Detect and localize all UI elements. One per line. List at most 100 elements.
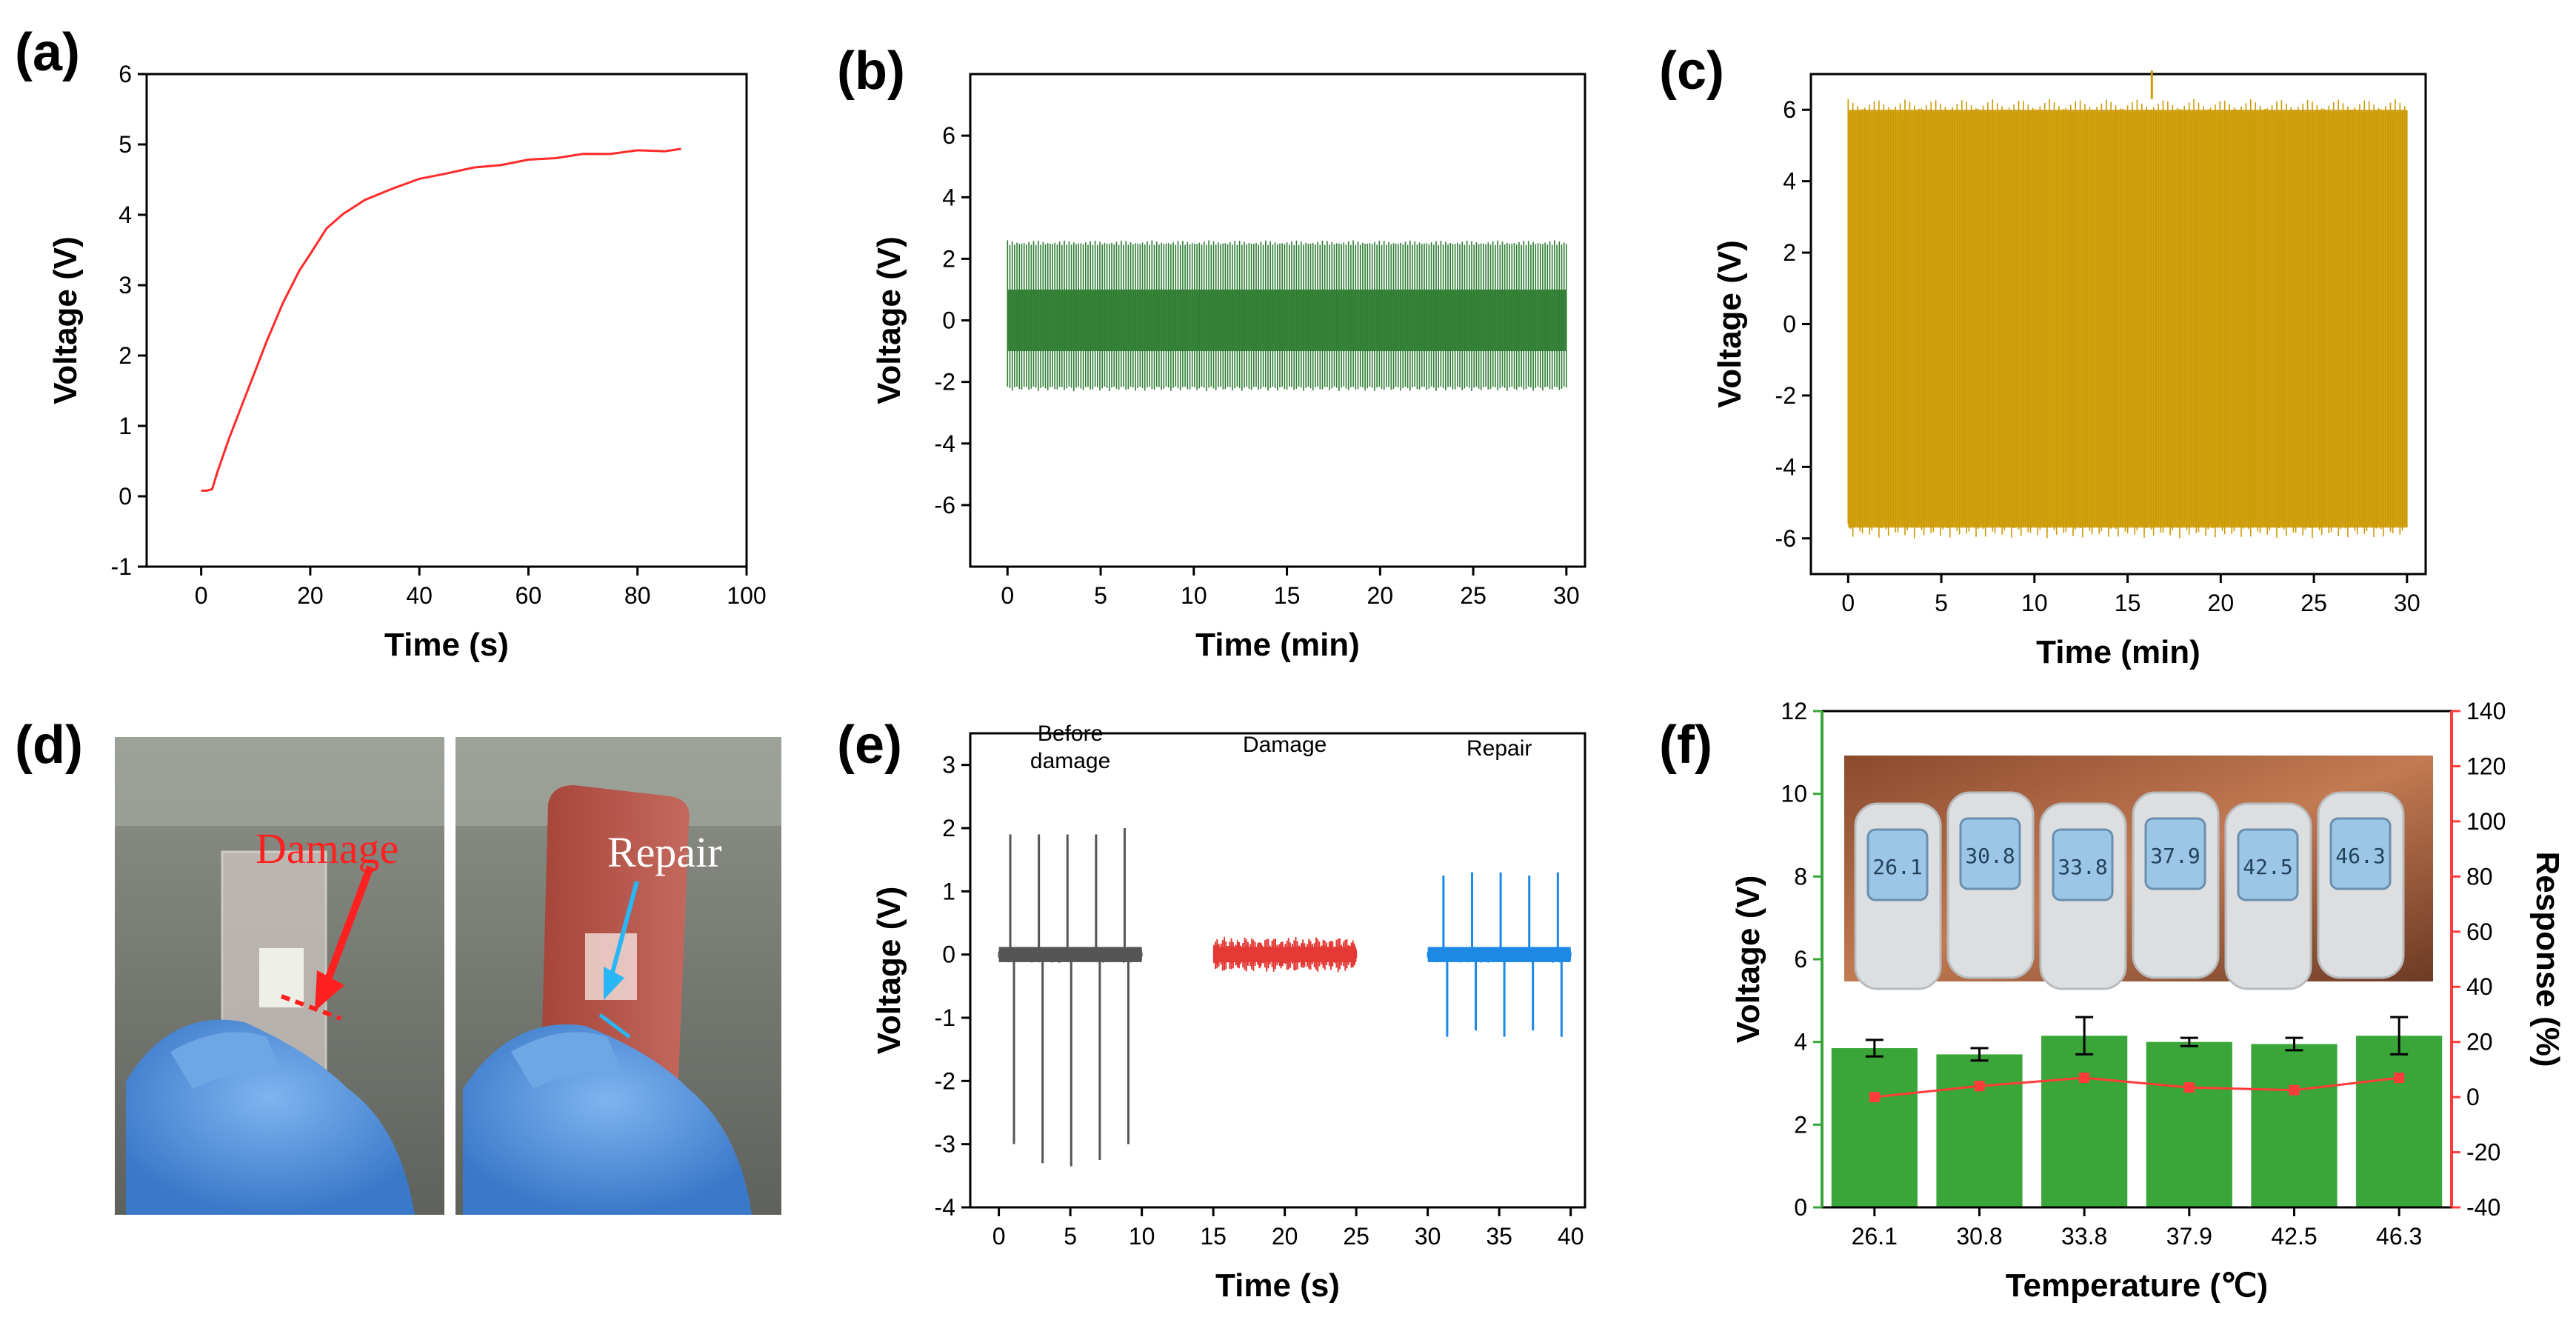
- y-tick-label: 6: [1794, 946, 1807, 973]
- y-axis-label: Voltage (V): [1712, 240, 1748, 408]
- x-tick-label: 37.9: [2166, 1223, 2212, 1250]
- y-axis-label: Voltage (V): [871, 236, 907, 404]
- x-tick-label: 26.1: [1852, 1223, 1898, 1250]
- chart-b: 0 5 10 15 20 25 30 -6 -4 -2 0 2 4 6 Time (min) Voltage …: [871, 73, 1586, 663]
- x-tick-label: 40: [406, 582, 433, 609]
- y-tick-label: 1: [119, 413, 132, 439]
- y-tick-label: 0: [1794, 1194, 1807, 1221]
- y-tick-label: 4: [1783, 168, 1796, 195]
- x-tick-label: 15: [1274, 582, 1301, 609]
- chart-e: 0 5 10 15 20 25 30 35 40 -4 -3 -2 -1 0 1 2 3 Time (s) Volt…: [871, 721, 1586, 1304]
- y-tick-label: -1: [935, 1004, 955, 1031]
- y-tick-label: 4: [119, 201, 132, 228]
- x-tick-label: 15: [2115, 590, 2141, 616]
- y2-tick-label: 0: [2466, 1084, 2480, 1110]
- y-tick-label: 12: [1781, 698, 1807, 724]
- response-marker: [2289, 1084, 2300, 1096]
- y-tick-label: 4: [1794, 1029, 1807, 1056]
- panel-label-e: (e): [837, 716, 902, 775]
- y2-axis-label: Response (%): [2529, 852, 2566, 1067]
- x-tick-label: 100: [727, 582, 766, 609]
- thermometer-reading: 26.1: [1872, 855, 1922, 879]
- x-tick-label: 10: [1129, 1223, 1155, 1250]
- y-tick-label: 0: [119, 483, 132, 510]
- x-tick-label: 30.8: [1956, 1223, 2002, 1250]
- repair-label: Repair: [607, 828, 722, 876]
- thermometer-screen: [1866, 828, 1929, 901]
- x-tick-label: 20: [1272, 1223, 1298, 1250]
- panel-label-f: (f): [1659, 716, 1712, 775]
- x-tick-label: 0: [195, 582, 208, 609]
- y-tick-label: -2: [1775, 382, 1796, 409]
- y-tick-label: -1: [111, 553, 132, 580]
- thermometer-screen: [2237, 828, 2299, 901]
- voltage-line: [201, 147, 681, 492]
- y-tick-label: -2: [935, 369, 955, 396]
- y-tick-label: 2: [119, 342, 132, 369]
- y-tick-label: 6: [119, 61, 132, 87]
- x-tick-label: 60: [515, 582, 542, 609]
- bar: [2041, 1036, 2128, 1207]
- panel-label-b: (b): [837, 41, 905, 101]
- y-tick-label: 6: [1783, 96, 1796, 123]
- x-axis-label: Time (min): [2036, 634, 2200, 670]
- response-marker: [2079, 1073, 2090, 1084]
- y-tick-label: -4: [935, 1194, 955, 1221]
- x-tick-label: 80: [624, 582, 651, 609]
- response-marker: [1974, 1081, 1985, 1092]
- x-tick-label: 15: [1200, 1223, 1227, 1250]
- x-tick-label: 30: [1415, 1223, 1441, 1250]
- y-tick-label: -6: [1775, 525, 1796, 552]
- y-tick-label: 8: [1794, 863, 1807, 890]
- y-tick-label: 0: [942, 307, 955, 334]
- x-tick-label: 30: [2394, 590, 2420, 616]
- thermometer-reading: 42.5: [2243, 855, 2292, 879]
- annotation-damage: Damage: [1243, 733, 1327, 757]
- panel-label-c: (c): [1659, 41, 1724, 101]
- photo-repaired-sample: Repair: [456, 737, 781, 1215]
- y2-tick-label: -20: [2466, 1139, 2500, 1166]
- y-tick-label: -4: [935, 430, 955, 457]
- thermometer-reading: 30.8: [1965, 844, 2015, 868]
- y-tick-label: 6: [942, 122, 955, 149]
- thermometer-screen: [1959, 817, 2021, 890]
- bar: [2251, 1044, 2338, 1207]
- thermometer-reading: 46.3: [2335, 844, 2385, 868]
- x-tick-label: 25: [1460, 582, 1486, 609]
- thermometer-screen: [2144, 817, 2206, 890]
- y2-tick-label: 60: [2466, 918, 2493, 945]
- x-tick-label: 5: [1094, 582, 1107, 609]
- x-tick-label: 5: [1064, 1223, 1077, 1250]
- x-tick-label: 0: [1841, 590, 1855, 616]
- x-axis-label: Temperature (℃): [2006, 1267, 2268, 1304]
- response-line: [1874, 1076, 2400, 1098]
- baseline-2: [1427, 947, 1571, 962]
- y-tick-label: 4: [942, 184, 955, 210]
- x-axis-label: Time (s): [1215, 1267, 1340, 1304]
- y-tick-label: -2: [935, 1067, 955, 1094]
- plot-frame: [145, 73, 748, 568]
- thermometer-screen: [2329, 817, 2392, 890]
- y-tick-label: 2: [942, 815, 955, 841]
- y-tick-label: 3: [942, 752, 955, 778]
- response-marker: [2183, 1082, 2195, 1093]
- x-axis-label: Time (s): [384, 627, 509, 663]
- annotation-before-2: damage: [1030, 749, 1110, 773]
- photo-damaged-sample: Damage: [115, 737, 444, 1215]
- chart-a: 0 20 40 60 80 100 -1 0 1 2 3 4 5 6 Time (s) Voltage (V): [47, 61, 767, 663]
- y2-tick-label: 40: [2466, 973, 2493, 1000]
- y-tick-label: 5: [119, 131, 132, 158]
- response-marker: [2394, 1073, 2405, 1084]
- y-tick-label: -3: [935, 1131, 955, 1158]
- y-tick-label: -4: [1775, 453, 1796, 480]
- damage-label: Damage: [256, 824, 398, 873]
- y-tick-label: 1: [942, 878, 955, 904]
- chart-c: 0 5 10 15 20 25 30 -6 -4 -2 0 2 4 6 Time (min) Voltage …: [1712, 70, 2427, 670]
- x-tick-label: 35: [1486, 1223, 1512, 1250]
- x-tick-label: 25: [1343, 1223, 1369, 1250]
- bar: [1831, 1048, 1918, 1207]
- photo-thermometers: 26.1 30.8 33.8 37.9 42.5 46.3: [1844, 756, 2433, 990]
- y-tick-label: 0: [1783, 311, 1796, 338]
- x-tick-label: 5: [1935, 590, 1948, 616]
- annotation-repair: Repair: [1466, 736, 1532, 761]
